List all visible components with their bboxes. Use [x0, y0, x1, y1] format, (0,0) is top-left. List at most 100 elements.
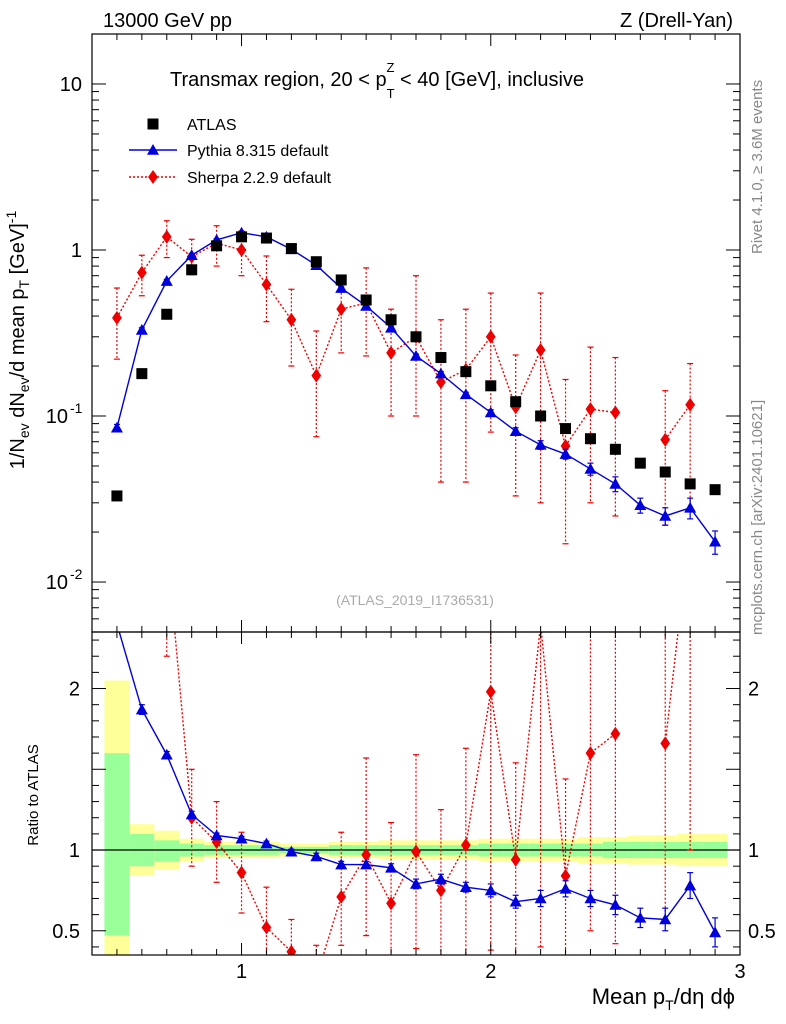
- main-y-axis-label: 1/Nev dNev/d mean pT [GeV]-1: [3, 211, 32, 470]
- data-point-pythia: [360, 858, 373, 870]
- legend-marker-pythia: [147, 144, 159, 155]
- ratio-y-tick-label-left: 1: [69, 840, 80, 862]
- data-point-atlas: [236, 231, 248, 243]
- header-left: 13000 GeV pp: [103, 10, 232, 32]
- data-point-pythia: [335, 282, 348, 293]
- legend: ATLAS Pythia 8.315 default Sherpa 2.2.9 de…: [129, 117, 332, 187]
- data-point-pythia: [684, 501, 697, 513]
- y-tick-label-exponent: -1: [70, 400, 83, 416]
- data-point-pythia: [410, 877, 422, 889]
- band-inner-bin: [104, 753, 130, 936]
- data-point-pythia: [559, 448, 572, 459]
- data-point-atlas: [560, 423, 572, 435]
- data-point-sherpa: [261, 920, 272, 935]
- data-point-pythia: [509, 895, 522, 907]
- data-point-pythia: [310, 850, 323, 862]
- data-point-atlas: [335, 274, 347, 286]
- data-point-atlas: [136, 368, 148, 380]
- data-point-sherpa: [610, 726, 621, 741]
- data-point-pythia: [235, 832, 248, 844]
- data-point-sherpa: [161, 229, 172, 244]
- y-tick-label: 1: [71, 240, 82, 262]
- data-point-pythia: [459, 388, 472, 400]
- data-point-pythia: [459, 881, 472, 892]
- data-point-sherpa: [585, 746, 596, 761]
- data-point-sherpa: [510, 852, 521, 867]
- data-point-pythia: [609, 477, 622, 489]
- data-point-atlas: [584, 433, 596, 445]
- ratio-y-tick-label-right: 2: [748, 679, 759, 701]
- plot-title-tail: < 40 [GeV], inclusive: [395, 69, 585, 91]
- data-point-pythia: [659, 509, 672, 521]
- legend-label: Pythia 8.315 default: [187, 143, 329, 160]
- data-point-sherpa: [460, 838, 471, 853]
- legend-marker-sherpa: [148, 170, 158, 184]
- data-point-pythia: [534, 438, 547, 450]
- legend-marker-atlas: [147, 118, 159, 130]
- data-point-sherpa: [585, 402, 596, 417]
- data-point-atlas: [535, 410, 547, 422]
- data-point-pythia: [709, 535, 722, 547]
- data-point-sherpa: [311, 971, 321, 985]
- data-point-pythia: [135, 703, 148, 715]
- data-point-atlas: [285, 243, 297, 255]
- analysis-id: (ATLAS_2019_I1736531): [336, 592, 494, 608]
- data-point-sherpa: [660, 432, 671, 447]
- data-point-pythia: [434, 873, 447, 884]
- data-point-sherpa: [411, 844, 421, 859]
- data-point-pythia: [135, 323, 148, 335]
- data-point-pythia: [584, 892, 597, 904]
- data-point-atlas: [161, 308, 173, 320]
- data-point-pythia: [260, 837, 273, 849]
- x-axis-label: Mean pT/dη dϕ: [592, 984, 735, 1013]
- data-point-pythia: [634, 499, 647, 511]
- ratio-y-tick-label-right: 1: [748, 840, 759, 862]
- data-point-sherpa: [311, 368, 322, 383]
- plot-title: Transmax region, 20 < pTZ < 40 [GeV], in…: [170, 60, 584, 101]
- legend-label: ATLAS: [187, 117, 237, 134]
- plot-title-main: Transmax region, 20 < p: [170, 69, 387, 91]
- data-point-atlas: [609, 443, 621, 455]
- data-point-atlas: [709, 484, 721, 496]
- plot-title-sup: Z: [387, 60, 395, 75]
- data-point-atlas: [310, 256, 322, 268]
- data-point-sherpa: [485, 329, 496, 344]
- data-point-atlas: [485, 380, 497, 392]
- data-point-atlas: [510, 396, 522, 408]
- data-point-pythia: [210, 829, 223, 841]
- data-point-sherpa: [660, 736, 671, 751]
- data-point-sherpa: [261, 277, 272, 292]
- y-tick-label: 10: [46, 406, 68, 428]
- data-point-sherpa: [286, 312, 297, 327]
- data-point-sherpa: [386, 345, 396, 360]
- data-point-pythia: [659, 913, 672, 925]
- data-point-atlas: [684, 478, 696, 490]
- ratio-y-axis-label: Ratio to ATLAS: [25, 744, 42, 845]
- y-tick-label: 10: [60, 74, 82, 96]
- data-point-sherpa: [162, 536, 172, 550]
- data-point-pythia: [709, 926, 722, 938]
- ratio-y-tick-label-right: 0.5: [748, 921, 776, 943]
- data-point-atlas: [260, 232, 272, 244]
- data-point-pythia: [335, 858, 348, 870]
- data-point-pythia: [609, 898, 622, 910]
- data-point-sherpa: [436, 883, 446, 898]
- y-tick-label: 10: [46, 572, 68, 594]
- data-point-pythia: [509, 425, 522, 437]
- data-point-sherpa: [685, 520, 695, 534]
- ratio-y-tick-label-left: 0.5: [52, 921, 80, 943]
- data-point-pythia: [484, 406, 497, 418]
- data-point-pythia: [110, 421, 123, 433]
- data-point-pythia: [385, 861, 398, 873]
- data-point-sherpa: [336, 302, 347, 317]
- x-tick-label: 2: [485, 961, 496, 983]
- data-point-atlas: [460, 366, 472, 378]
- y-tick-label-exponent: -2: [70, 566, 83, 582]
- plot-title-sub: T: [387, 86, 395, 101]
- data-point-sherpa: [560, 868, 571, 883]
- data-point-pythia: [684, 879, 697, 891]
- data-point-sherpa: [361, 847, 372, 862]
- data-point-sherpa: [436, 375, 446, 390]
- series-line: [664, 632, 679, 744]
